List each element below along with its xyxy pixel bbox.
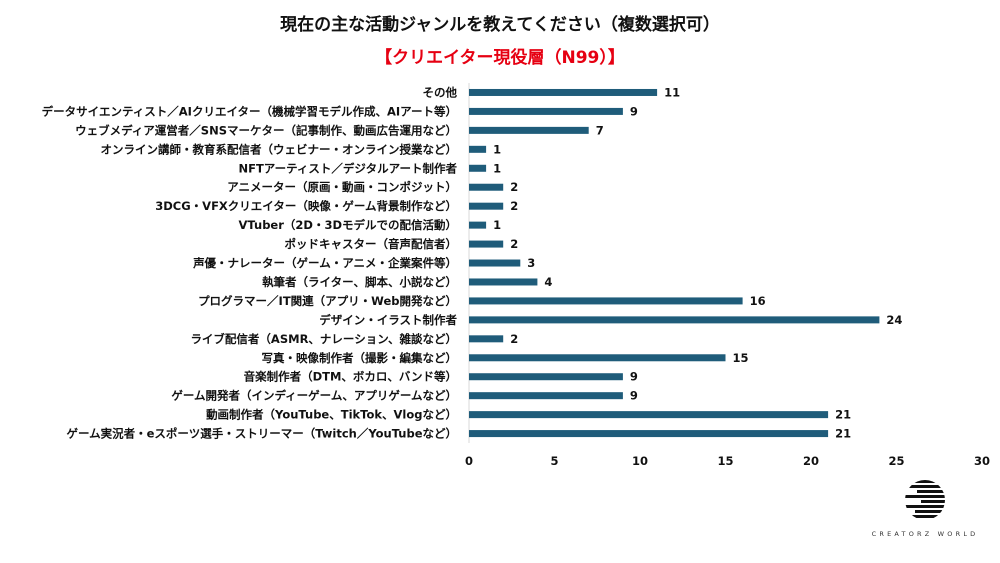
x-tick-label: 25 bbox=[888, 454, 904, 468]
category-label: 3DCG・VFXクリエイター（映像・ゲーム背景制作など） bbox=[155, 199, 457, 213]
category-label: ポッドキャスター（音声配信者） bbox=[285, 237, 458, 251]
bar bbox=[469, 126, 589, 134]
data-label: 2 bbox=[510, 332, 518, 346]
data-label: 16 bbox=[750, 294, 766, 308]
data-label: 3 bbox=[527, 256, 535, 270]
bar bbox=[469, 183, 504, 191]
category-label: ライブ配信者（ASMR、ナレーション、雑談など） bbox=[190, 332, 457, 346]
data-label: 1 bbox=[493, 142, 501, 156]
data-label: 9 bbox=[630, 370, 638, 384]
bar bbox=[469, 316, 880, 324]
category-label: ウェブメディア運営者／SNSマーケター（記事制作、動画広告運用など） bbox=[75, 123, 457, 137]
category-label: プログラマー／IT関連（アプリ・Web開発など） bbox=[198, 294, 457, 308]
data-label: 21 bbox=[835, 427, 851, 441]
data-label: 4 bbox=[544, 275, 552, 289]
x-tick-label: 5 bbox=[550, 454, 558, 468]
chart-subtitle: 【クリエイター現役層（N99）】 bbox=[375, 48, 625, 68]
data-label: 9 bbox=[630, 389, 638, 403]
logo-text: CREATORZ WORLD bbox=[871, 530, 979, 538]
category-label: データサイエンティスト／AIクリエイター（機械学習モデル作成、AIアート等） bbox=[42, 104, 457, 118]
bar bbox=[469, 392, 623, 400]
data-label: 9 bbox=[630, 104, 638, 118]
data-label: 1 bbox=[493, 218, 501, 232]
bar bbox=[469, 221, 487, 229]
category-label: ゲーム実況者・eスポーツ選手・ストリーマー（Twitch／YouTubeなど） bbox=[66, 427, 457, 441]
x-tick-label: 0 bbox=[465, 454, 473, 468]
globe-logo-icon bbox=[905, 480, 945, 518]
x-tick-label: 20 bbox=[803, 454, 819, 468]
bar bbox=[469, 240, 504, 248]
category-label: 執筆者（ライター、脚本、小説など） bbox=[262, 275, 457, 289]
bar bbox=[469, 107, 623, 115]
category-label: オンライン講師・教育系配信者（ウェビナー・オンライン授業など） bbox=[101, 142, 458, 156]
bar bbox=[469, 278, 538, 286]
bar bbox=[469, 164, 487, 172]
bar bbox=[469, 202, 504, 210]
data-label: 2 bbox=[510, 199, 518, 213]
data-label: 15 bbox=[733, 351, 749, 365]
category-label: デザイン・イラスト制作者 bbox=[319, 313, 457, 327]
category-label: VTuber（2D・3Dモデルでの配信活動） bbox=[239, 218, 457, 232]
x-tick-label: 30 bbox=[974, 454, 990, 468]
bar bbox=[469, 354, 726, 362]
category-label: アニメーター（原画・動画・コンポジット） bbox=[227, 180, 457, 194]
category-label: 写真・映像制作者（撮影・編集など） bbox=[262, 351, 458, 365]
bar bbox=[469, 88, 658, 96]
logo: CREATORZ WORLD bbox=[862, 478, 988, 538]
chart-title: 現在の主な活動ジャンルを教えてください（複数選択可） bbox=[280, 15, 720, 35]
category-label: NFTアーティスト／デジタルアート制作者 bbox=[238, 161, 457, 175]
data-label: 24 bbox=[886, 313, 902, 327]
data-label: 21 bbox=[835, 408, 851, 422]
bar bbox=[469, 430, 829, 438]
category-label: ゲーム開発者（インディーゲーム、アプリゲームなど） bbox=[171, 389, 457, 403]
data-label: 1 bbox=[493, 161, 501, 175]
category-label: 声優・ナレーター（ゲーム・アニメ・企業案件等） bbox=[192, 256, 457, 270]
bar bbox=[469, 335, 504, 343]
bar bbox=[469, 411, 829, 419]
bar bbox=[469, 259, 521, 267]
category-label: 動画制作者（YouTube、TikTok、Vlogなど） bbox=[206, 408, 457, 422]
data-label: 11 bbox=[664, 85, 680, 99]
bar bbox=[469, 145, 487, 153]
data-label: 2 bbox=[510, 180, 518, 194]
bar bbox=[469, 297, 743, 305]
data-label: 2 bbox=[510, 237, 518, 251]
x-tick-label: 15 bbox=[717, 454, 733, 468]
bar bbox=[469, 373, 623, 381]
data-label: 7 bbox=[596, 123, 604, 137]
x-tick-label: 10 bbox=[632, 454, 648, 468]
category-label: 音楽制作者（DTM、ボカロ、バンド等） bbox=[244, 370, 457, 384]
category-label: その他 bbox=[423, 85, 458, 99]
